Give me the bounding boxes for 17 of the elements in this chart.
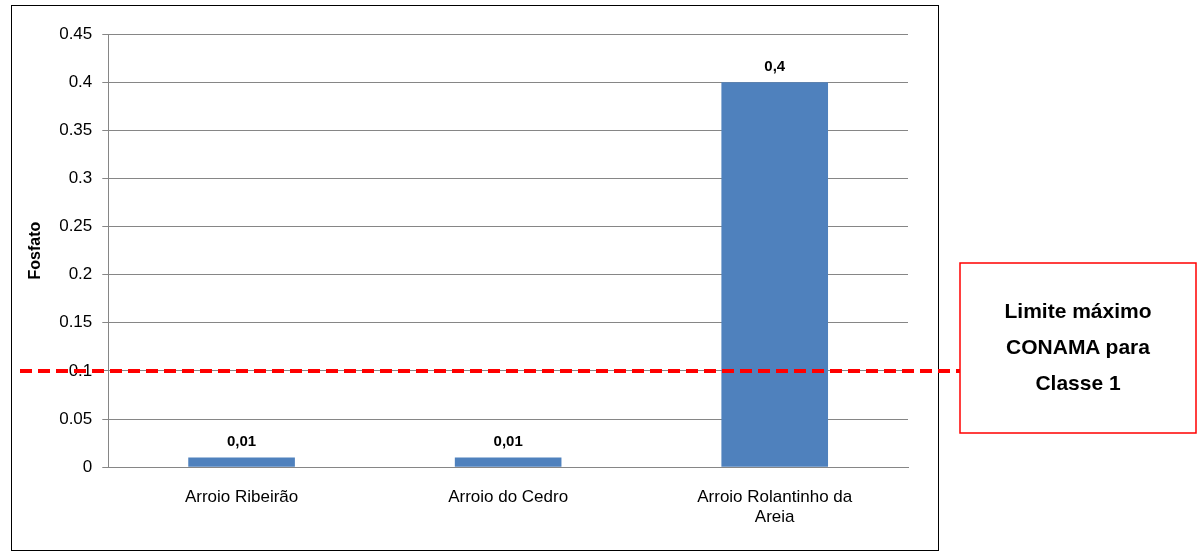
- data-label: 0,01: [493, 432, 523, 450]
- y-tick-label: 0.2: [68, 264, 93, 284]
- data-label: 0,01: [226, 432, 257, 450]
- y-axis-title: Fosfato: [26, 221, 44, 280]
- x-tick-label: Arroio do Cedro: [448, 487, 569, 507]
- y-tick-label: 0.05: [59, 408, 93, 428]
- x-tick-label: Arroio Rolantinho da Areia: [697, 487, 853, 527]
- y-tick-label: 0.25: [59, 216, 93, 236]
- y-tick-label: 0.35: [59, 119, 93, 139]
- y-tick-label: 0.15: [59, 312, 93, 332]
- y-tick-label: 0: [82, 456, 93, 476]
- data-label: 0,4: [764, 56, 786, 74]
- y-tick-label: 0.3: [68, 168, 93, 188]
- y-tick-label: 0.45: [59, 23, 93, 43]
- ref-line-label: Limite máximo CONAMA para Classe 1: [1004, 298, 1152, 394]
- x-tick-label: Arroio Ribeirão: [184, 487, 299, 507]
- y-tick-label: 0.4: [68, 71, 93, 91]
